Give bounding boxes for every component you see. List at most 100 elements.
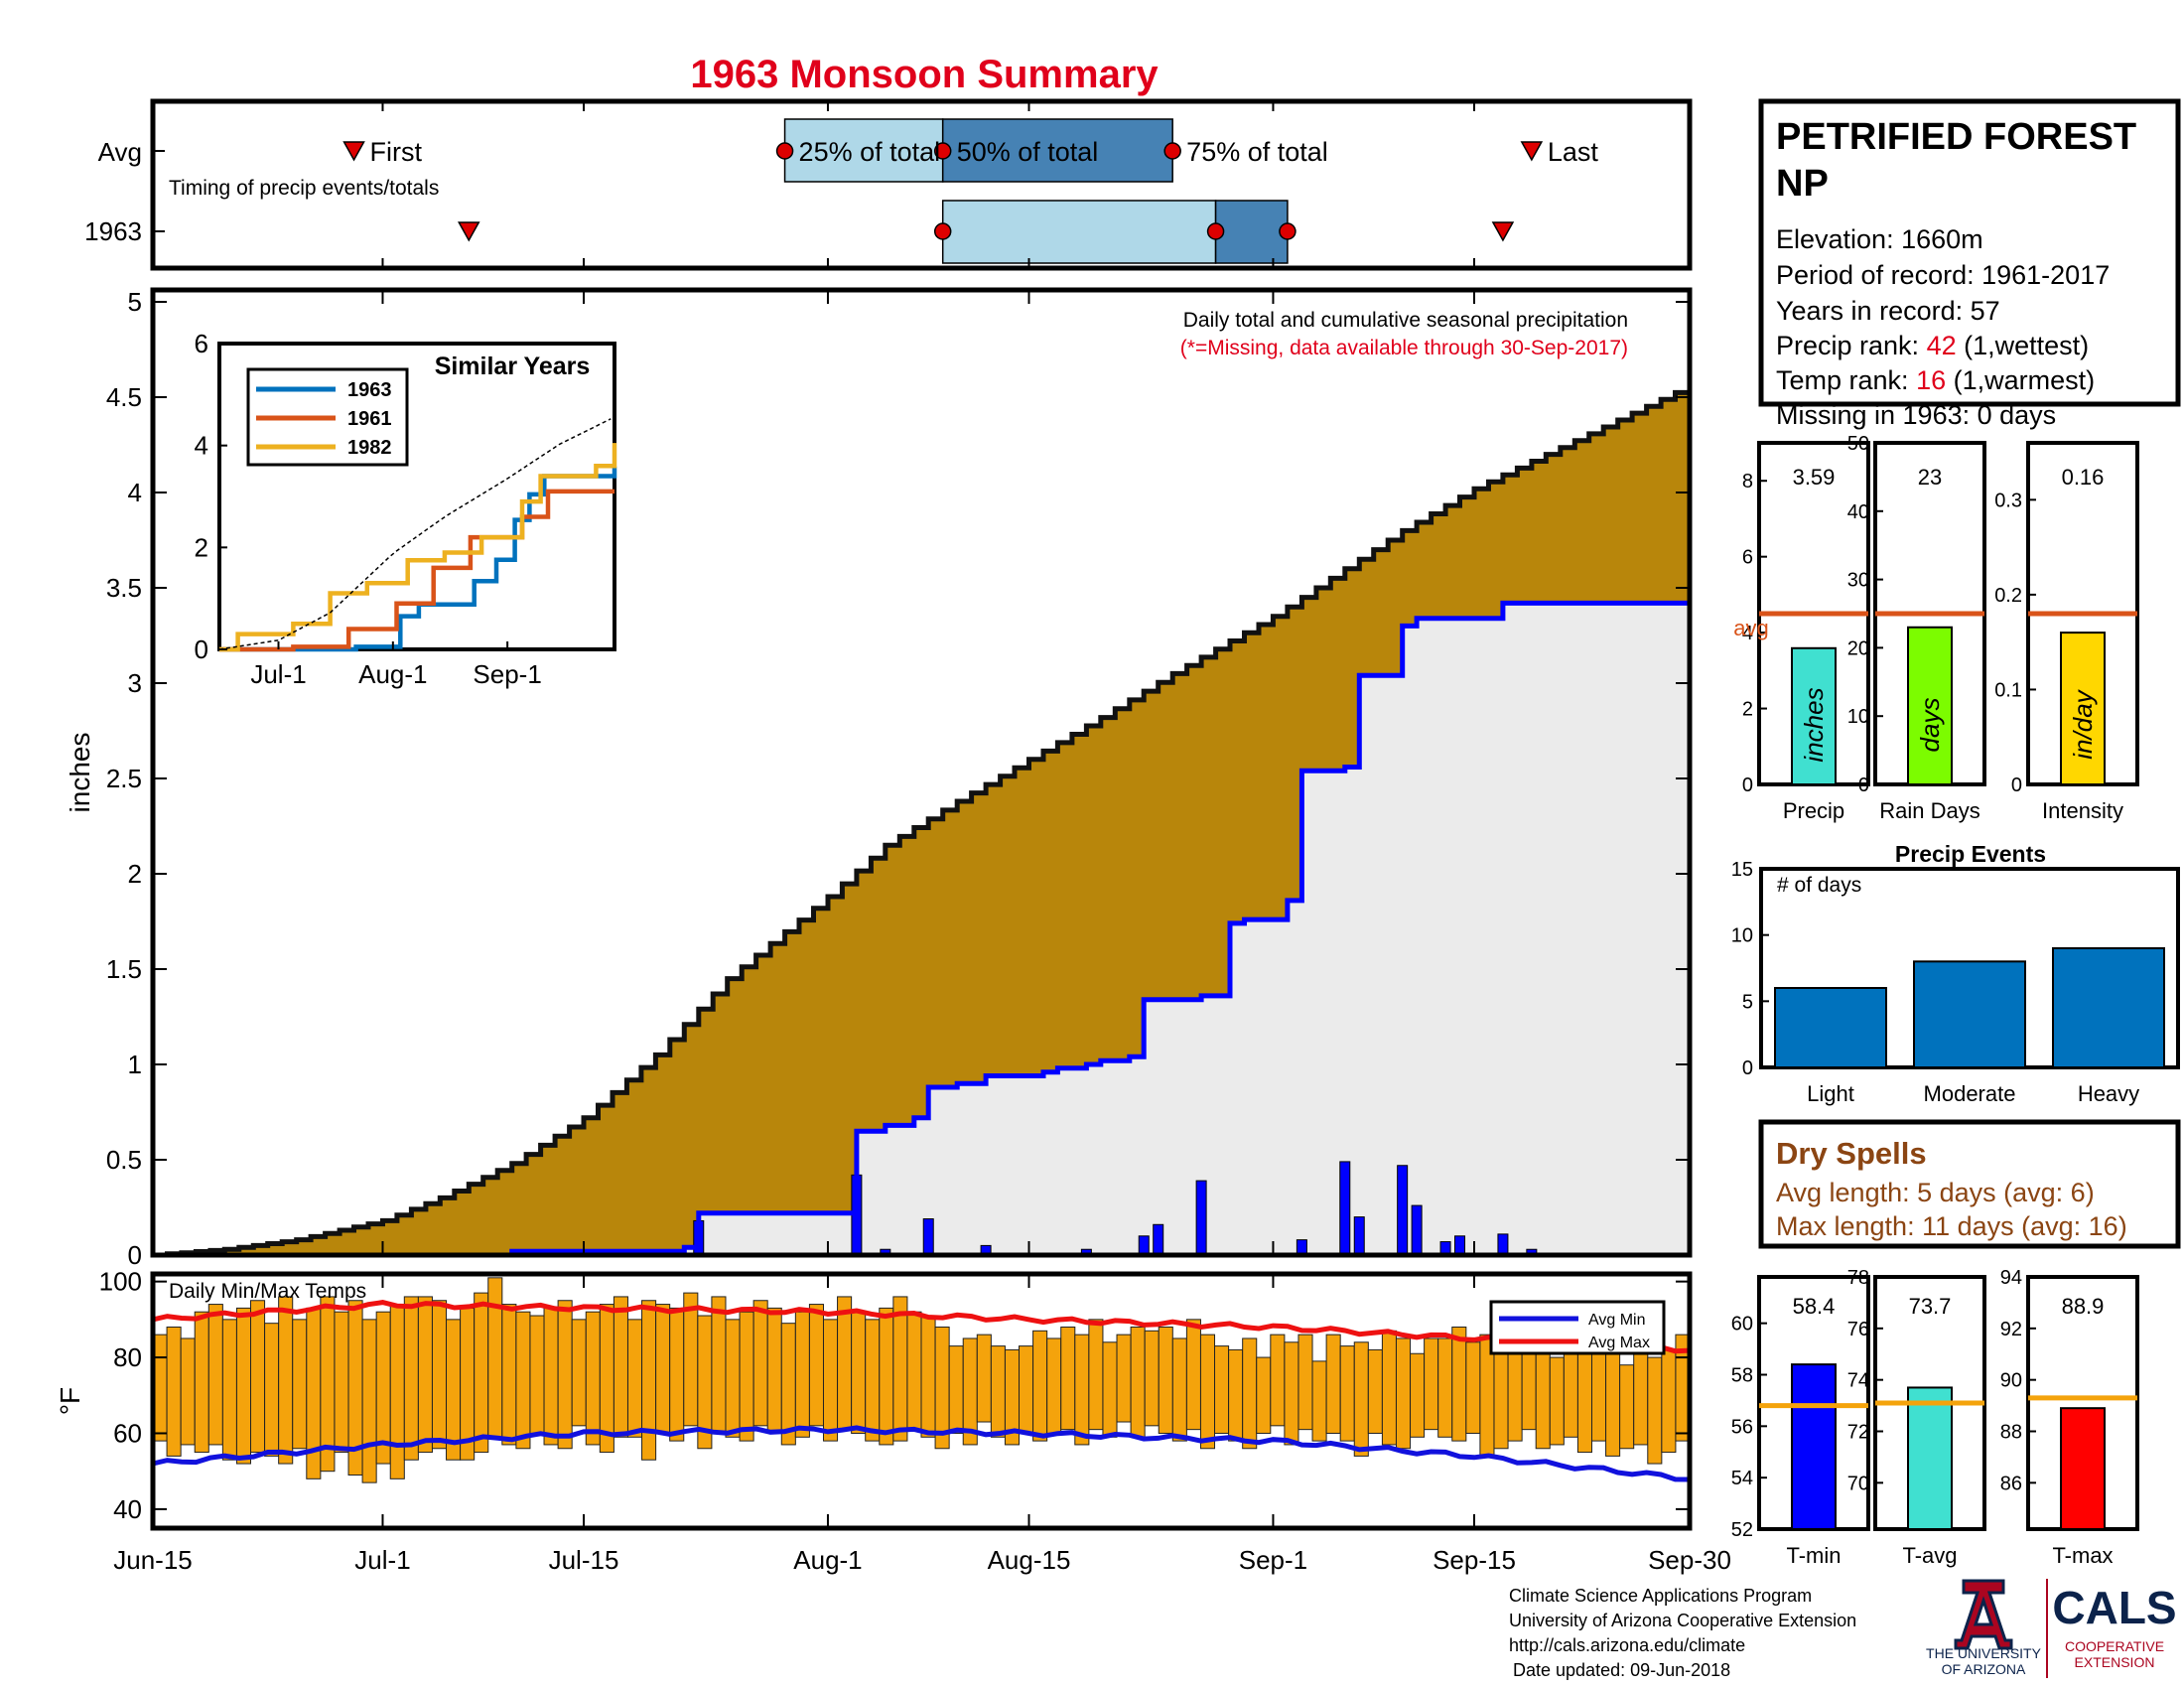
daily-temp-bar: [474, 1292, 489, 1454]
daily-temp-bar: [446, 1319, 462, 1461]
main-ylabel: inches: [65, 733, 95, 813]
cals-logo: CALS COOPERATIVE EXTENSION: [2052, 1582, 2176, 1670]
daily-precip-bar: [1411, 1204, 1423, 1256]
daily-temp-bar: [725, 1319, 741, 1438]
mini-category-label: T-min: [1787, 1543, 1842, 1568]
daily-temp-bar: [1381, 1330, 1397, 1446]
inset-title: Similar Years: [435, 352, 591, 380]
x-tick-label: Sep-15: [1433, 1545, 1516, 1575]
ua-text-line1: THE UNIVERSITY: [1926, 1645, 2042, 1661]
y1963-p25-marker: [933, 222, 952, 240]
main-ytick-label: 1: [128, 1050, 142, 1079]
daily-temp-bar: [822, 1319, 839, 1442]
daily-temp-bar: [1563, 1345, 1578, 1438]
mini-category-label: Precip: [1783, 798, 1844, 823]
mini-inner-label: days: [1915, 698, 1945, 753]
station-frame: [1758, 98, 2181, 407]
mini-ytick-label: 8: [1742, 471, 1753, 492]
footer-line4: Date updated: 09-Jun-2018: [1513, 1660, 1730, 1680]
main-ytick-label: 4: [128, 478, 142, 507]
avg-p25-label: 25% of total: [799, 137, 941, 167]
daily-temp-bar: [1549, 1356, 1565, 1446]
daily-temp-bar: [1088, 1319, 1104, 1431]
avg-first-marker: [342, 141, 365, 162]
daily-temp-bar: [1576, 1337, 1592, 1454]
daily-precip-bar: [1339, 1161, 1351, 1256]
daily-temp-bar: [613, 1296, 628, 1438]
main-annotation: Daily total and cumulative seasonal prec…: [1183, 309, 1628, 332]
daily-temp-bar: [683, 1292, 699, 1427]
temps-frame-border: [150, 1271, 1693, 1531]
daily-temp-bar: [1633, 1341, 1649, 1446]
daily-temp-bar: [389, 1304, 405, 1479]
mini-ytick-label: 60: [1731, 1314, 1753, 1336]
precip-events-panel: Precip Events # of days Light Moderate Hea…: [1731, 841, 2180, 1106]
daily-temp-bar: [766, 1307, 782, 1434]
daily-temp-bar: [361, 1319, 377, 1483]
station-info-box: PETRIFIED FOREST NP Elevation: 1660m Per…: [1758, 98, 2181, 430]
dry-spells-title: Dry Spells: [1776, 1136, 1927, 1171]
mini-ytick-label: 78: [1847, 1267, 1869, 1289]
daily-temp-bar: [1395, 1337, 1412, 1450]
events-ytick-label: 5: [1742, 991, 1753, 1013]
daily-temp-bar: [278, 1296, 294, 1465]
avg-last-marker: [1520, 141, 1544, 162]
mini-bar-rain-days: [1907, 626, 1953, 786]
daily-temp-bar: [1032, 1330, 1048, 1442]
daily-precip-bar: [1454, 1235, 1466, 1256]
mini-ytick-label: 40: [1847, 501, 1869, 523]
avg-max-line: [152, 1300, 1691, 1354]
events-ytick-label: 15: [1731, 859, 1753, 881]
temp-summary-bars: 58.4 T-min 52 54 56 58 60 73.7 T-avg 70 72 74 76 78 88…: [1731, 1267, 2139, 1568]
daily-temp-bar: [529, 1315, 545, 1434]
station-name-line2: NP: [1776, 163, 1829, 205]
mini-ytick-label: 72: [1847, 1422, 1869, 1444]
daily-temp-bar: [1339, 1345, 1355, 1442]
temps-y-axis: 40 60 80 100: [99, 1267, 1690, 1524]
inset-line-1963: [219, 466, 617, 652]
mini-ytick-label: 54: [1731, 1468, 1753, 1489]
daily-temp-bar: [1228, 1348, 1244, 1442]
daily-temp-bar: [669, 1307, 685, 1442]
daily-temp-bar: [879, 1307, 894, 1446]
daily-temp-bar: [543, 1307, 559, 1446]
daily-temp-bar: [1311, 1360, 1327, 1442]
temp-rank-value: 16: [1916, 365, 1946, 395]
mini-ytick-label: 4: [1742, 623, 1753, 644]
mini-ytick-label: 6: [1742, 547, 1753, 569]
mini-category-label: T-avg: [1902, 1543, 1957, 1568]
y1963-p75-marker: [1279, 222, 1297, 240]
daily-temp-bar: [711, 1296, 727, 1434]
y1963-cumulative-fill: [153, 570, 1690, 1255]
temps-ytick-label: 80: [113, 1342, 142, 1372]
daily-temp-bar: [906, 1311, 922, 1431]
daily-precip-bar: [1138, 1235, 1150, 1256]
daily-temp-bar: [1297, 1334, 1313, 1431]
temps-ylabel: °F: [55, 1387, 85, 1415]
daily-temp-bar: [501, 1304, 517, 1446]
legend-label-avg-min: Avg Min: [1588, 1312, 1646, 1329]
station-missing: Missing in 1963: 0 days: [1776, 400, 2056, 430]
mini-ytick-label: 56: [1731, 1416, 1753, 1438]
daily-temp-bar: [837, 1296, 853, 1431]
mini-value-label: 0.16: [2062, 465, 2105, 490]
mini-ytick-label: 30: [1847, 570, 1869, 592]
mini-inner-label: in/day: [2068, 688, 2098, 759]
mini-bar-t-avg: [1907, 1386, 1953, 1530]
main-ytick-label: 2: [128, 859, 142, 889]
coop-text-line2: EXTENSION: [2075, 1654, 2155, 1670]
station-period: Period of record: 1961-2017: [1776, 260, 2110, 290]
daily-precip-bar: [1497, 1233, 1509, 1256]
daily-temp-bar: [557, 1300, 573, 1450]
mini-ytick-label: 94: [2000, 1267, 2022, 1289]
shared-x-axis: Jun-15 Jul-1 Jul-15 Aug-1 Aug-15 Sep-1 Sep-15 S…: [113, 1274, 1731, 1575]
mini-inner-label: inches: [1799, 687, 1829, 762]
legend-label-1982: 1982: [347, 437, 392, 459]
mini-ytick-label: 0.1: [1994, 679, 2022, 701]
main-ytick-label: 1.5: [106, 954, 142, 984]
events-bar-moderate: [1913, 960, 2026, 1068]
daily-temp-bar: [1199, 1334, 1216, 1450]
daily-temp-bar: [487, 1277, 503, 1438]
daily-temp-bar: [1242, 1337, 1258, 1450]
station-temp-rank: Temp rank: 16 (1,warmest): [1776, 365, 2095, 395]
